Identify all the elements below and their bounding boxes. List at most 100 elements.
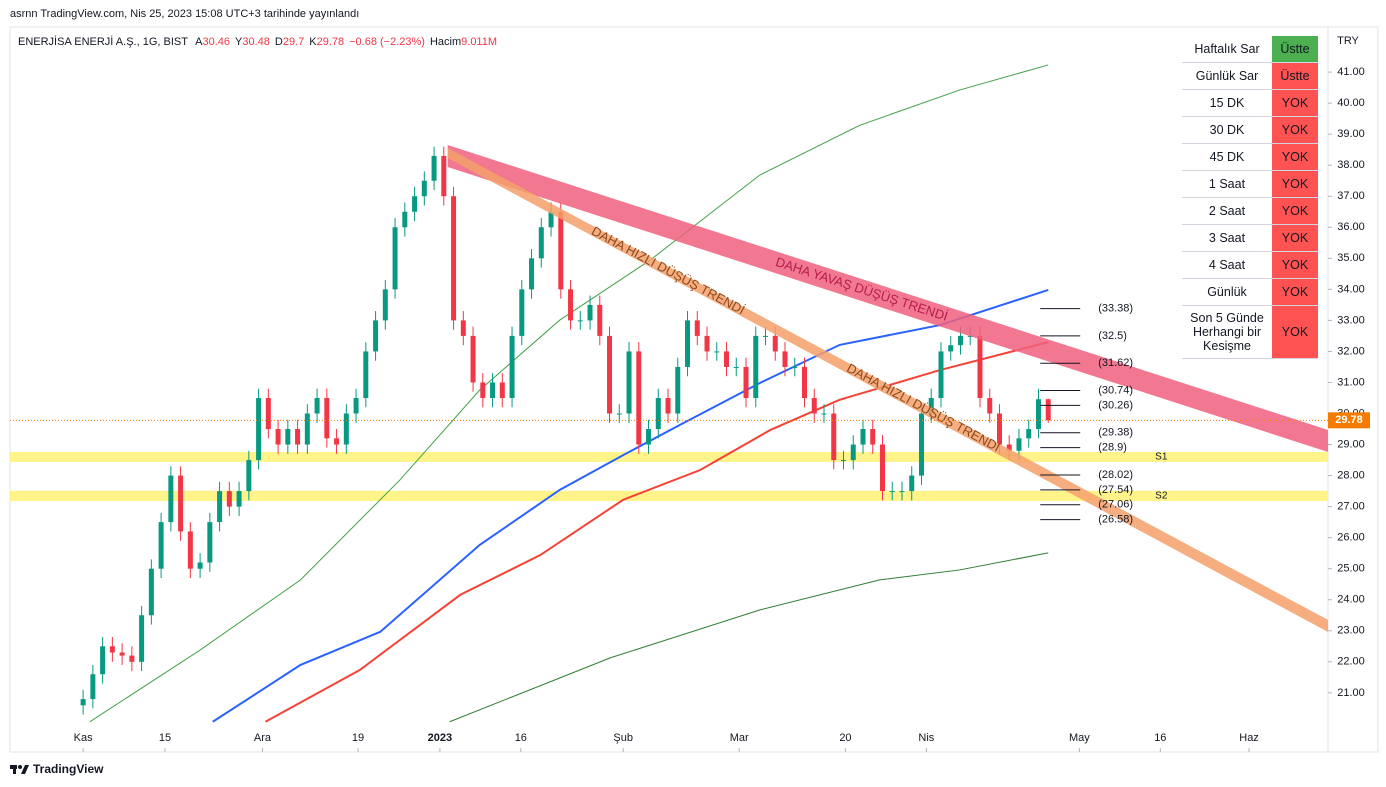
table-row: 4 Saat YOK: [1182, 251, 1318, 279]
candle-body: [938, 351, 944, 398]
candle-body: [314, 397, 320, 414]
candle-body: [753, 335, 759, 398]
row-status: YOK: [1272, 143, 1318, 171]
y-tick-label: 22.00: [1337, 656, 1365, 668]
indicator-line: [264, 341, 1049, 723]
table-row: 15 DK YOK: [1182, 89, 1318, 117]
candle-body: [304, 413, 310, 445]
x-tick-label: Ara: [254, 732, 272, 744]
row-status: YOK: [1272, 278, 1318, 306]
candle-body: [509, 335, 515, 398]
candle-body: [226, 491, 232, 507]
indicator-line: [212, 289, 1049, 723]
candle-body: [412, 196, 418, 212]
y-tick-label: 40.00: [1337, 97, 1365, 109]
candle-body: [782, 351, 788, 367]
candle-body: [207, 522, 213, 563]
candle-body: [918, 413, 924, 476]
last-price-tag: [1328, 412, 1370, 429]
row-label: 1 Saat: [1182, 170, 1272, 198]
candle-body: [870, 429, 876, 445]
symbol: ENERJİSA ENERJİ A.Ş., 1G, BIST: [18, 35, 188, 48]
candle-body: [568, 289, 574, 321]
level-label: (27.06): [1098, 499, 1133, 511]
candle-body: [646, 429, 652, 445]
candle-body: [967, 335, 973, 337]
zone-label: S2: [1155, 491, 1168, 502]
candle-body: [421, 180, 427, 197]
candle-body: [139, 615, 145, 662]
candle-body: [626, 351, 632, 414]
table-row: 45 DK YOK: [1182, 143, 1318, 171]
row-status: YOK: [1272, 197, 1318, 225]
candle-body: [899, 491, 905, 493]
legend-letter: A: [195, 36, 203, 48]
support-zone: [10, 451, 1328, 462]
zone-label: S1: [1155, 452, 1168, 463]
row-label: Haftalık Sar: [1182, 36, 1272, 63]
level-label: (31.62): [1098, 357, 1133, 369]
row-status: YOK: [1272, 116, 1318, 144]
candle-body: [441, 155, 447, 197]
candle-body: [324, 397, 330, 439]
candle-body: [402, 211, 408, 228]
candle-body: [236, 491, 242, 507]
candle-body: [733, 366, 739, 368]
candle-body: [743, 366, 749, 398]
candle-body: [772, 335, 778, 352]
indicator-line: [89, 64, 1049, 723]
y-tick-label: 27.00: [1337, 501, 1365, 513]
candle-body: [889, 491, 895, 493]
y-tick-label: 21.00: [1337, 687, 1365, 699]
candle-body: [1006, 444, 1012, 451]
candle-body: [158, 522, 164, 569]
x-tick-label: Haz: [1239, 732, 1259, 744]
y-tick-label: 34.00: [1337, 283, 1365, 295]
status-table: Haftalık Sar Üstte Günlük Sar Üstte 15 DK YOK…: [1182, 36, 1318, 359]
candle-body: [948, 345, 954, 352]
row-status: YOK: [1272, 170, 1318, 198]
y-tick-label: 33.00: [1337, 314, 1365, 326]
support-zone: [10, 490, 1328, 502]
legend: ENERJİSA ENERJİ A.Ş., 1G, BIST A30.46 Y30.…: [18, 35, 497, 48]
row-label: Günlük Sar: [1182, 62, 1272, 90]
candle-body: [343, 413, 349, 445]
y-tick-label: 23.00: [1337, 625, 1365, 637]
brand-logo: [10, 765, 29, 774]
frame: [9, 26, 1379, 753]
candle-body: [217, 491, 223, 523]
row-status: YOK: [1272, 89, 1318, 117]
x-tick-label: May: [1069, 732, 1090, 744]
row-label: 2 Saat: [1182, 197, 1272, 225]
candle-body: [168, 475, 174, 523]
legend-value: 30.46: [202, 36, 230, 48]
level-label: (32.5): [1098, 330, 1127, 342]
candle-body: [490, 382, 496, 398]
candle-body: [850, 444, 856, 461]
row-status: Üstte: [1272, 62, 1318, 90]
candle-body: [460, 320, 466, 336]
row-label: 15 DK: [1182, 89, 1272, 117]
table-row: Günlük Sar Üstte: [1182, 62, 1318, 90]
candle-body: [577, 320, 583, 322]
candle-body: [100, 646, 106, 675]
y-tick-label: 39.00: [1337, 128, 1365, 140]
candle-body: [909, 475, 915, 492]
x-tick-label: Kas: [74, 732, 93, 744]
y-tick-label: 29.00: [1337, 438, 1365, 450]
candle-body: [148, 568, 154, 616]
candle-body: [187, 531, 193, 569]
candle-body: [987, 397, 993, 414]
candle-body: [197, 562, 203, 569]
candle-body: [860, 429, 866, 445]
level-label: (29.38): [1098, 427, 1133, 439]
candle-body: [363, 351, 369, 398]
candle-body: [724, 351, 730, 367]
row-status: Üstte: [1272, 36, 1318, 63]
y-tick-label: 36.00: [1337, 221, 1365, 233]
level-label: (30.26): [1098, 399, 1133, 411]
volume: 9.011M: [461, 36, 497, 48]
candle-body: [334, 438, 340, 445]
